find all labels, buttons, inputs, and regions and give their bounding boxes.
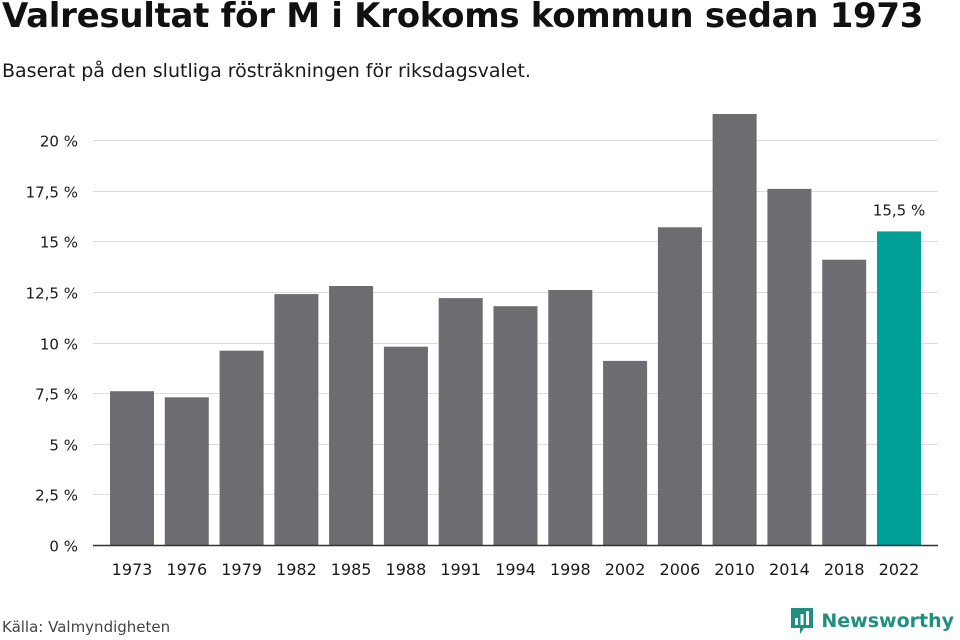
x-tick-label: 1988 bbox=[386, 560, 427, 579]
x-tick-label: 2014 bbox=[769, 560, 810, 579]
y-tick-label: 0 % bbox=[49, 538, 78, 556]
y-tick-label: 15 % bbox=[40, 234, 78, 252]
y-tick-label: 5 % bbox=[49, 437, 78, 455]
chart-title: Valresultat för M i Krokoms kommun sedan… bbox=[2, 0, 924, 36]
bar bbox=[438, 298, 483, 545]
bar bbox=[712, 114, 757, 545]
bar bbox=[110, 391, 154, 545]
bar bbox=[164, 397, 209, 545]
bar bbox=[219, 350, 264, 545]
brand-logo: Newsworthy bbox=[789, 606, 954, 636]
x-tick-label: 1976 bbox=[166, 560, 207, 579]
bar bbox=[329, 286, 374, 545]
bars bbox=[110, 114, 921, 546]
bar bbox=[657, 227, 702, 546]
x-tick-label: 1991 bbox=[440, 560, 481, 579]
y-tick-label: 17,5 % bbox=[26, 184, 78, 202]
y-tick-label: 2,5 % bbox=[35, 487, 78, 505]
data-label: 15,5 % bbox=[873, 201, 925, 219]
x-tick-label: 2002 bbox=[605, 560, 646, 579]
bar bbox=[548, 290, 593, 545]
bar bbox=[603, 360, 648, 545]
newsworthy-logo-icon bbox=[791, 608, 814, 634]
x-tick-label: 2018 bbox=[824, 560, 865, 579]
y-tick-label: 7,5 % bbox=[35, 386, 78, 404]
x-tick-label: 1985 bbox=[331, 560, 372, 579]
x-tick-label: 1979 bbox=[221, 560, 262, 579]
chart-subtitle: Baserat på den slutliga rösträkningen fö… bbox=[2, 60, 531, 82]
bar bbox=[493, 306, 538, 545]
y-tick-label: 10 % bbox=[40, 336, 78, 354]
x-tick-label: 2006 bbox=[660, 560, 701, 579]
bar bbox=[822, 259, 867, 545]
bar bbox=[383, 346, 428, 545]
y-axis-ticks: 0 % 2,5 % 5 % 7,5 % 10 % 12,5 % 15 % 17,5 % 20 % bbox=[26, 133, 78, 556]
x-tick-label: 1982 bbox=[276, 560, 317, 579]
x-tick-label: 2010 bbox=[714, 560, 755, 579]
bar-highlight bbox=[877, 231, 921, 545]
x-tick-label: 1994 bbox=[495, 560, 536, 579]
x-tick-label: 2022 bbox=[879, 560, 920, 579]
bar bbox=[274, 294, 319, 545]
annotations: 15,5 % bbox=[873, 201, 925, 219]
brand-name: Newsworthy bbox=[821, 610, 954, 632]
bar bbox=[767, 188, 812, 545]
y-tick-label: 12,5 % bbox=[26, 285, 78, 303]
y-tick-label: 20 % bbox=[40, 133, 78, 151]
x-axis-ticks: 1973 1976 1979 1982 1985 1988 1991 1994 1998 2002… bbox=[93, 544, 938, 579]
bar-chart: 0 % 2,5 % 5 % 7,5 % 10 % 12,5 % 15 % 17,5 % 20 %… bbox=[26, 114, 938, 579]
x-tick-label: 1973 bbox=[112, 560, 153, 579]
source-note: Källa: Valmyndigheten bbox=[2, 618, 171, 636]
x-tick-label: 1998 bbox=[550, 560, 591, 579]
